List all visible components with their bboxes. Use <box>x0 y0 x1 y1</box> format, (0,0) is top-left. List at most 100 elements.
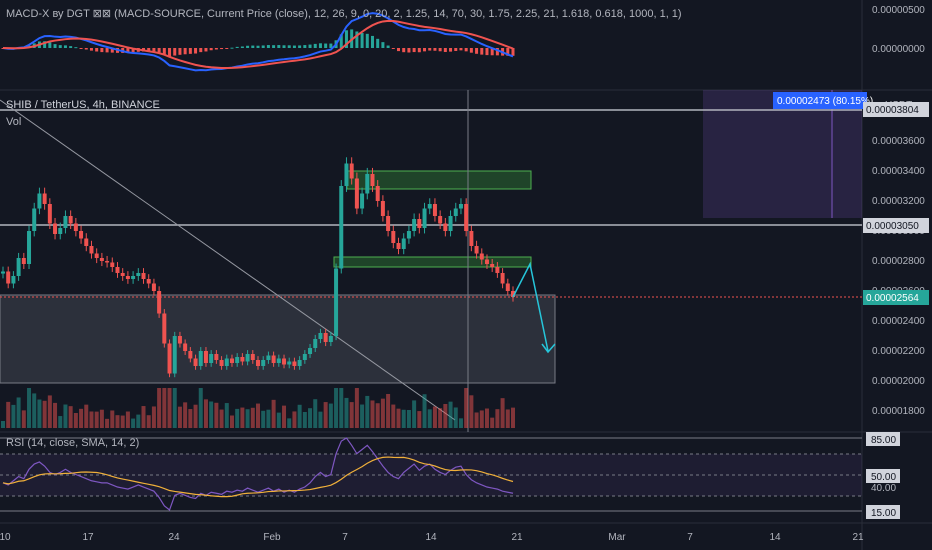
candle-body[interactable] <box>89 246 93 254</box>
candle-body[interactable] <box>464 204 468 231</box>
candle-body[interactable] <box>485 260 489 265</box>
candle-body[interactable] <box>100 258 104 261</box>
candle-body[interactable] <box>43 194 47 205</box>
candle-body[interactable] <box>376 186 380 201</box>
candle-body[interactable] <box>506 284 510 292</box>
candle-body[interactable] <box>194 359 198 367</box>
candle-body[interactable] <box>58 228 62 234</box>
candle-body[interactable] <box>251 354 255 360</box>
candle-body[interactable] <box>37 194 41 209</box>
candle-body[interactable] <box>225 359 229 367</box>
candle-body[interactable] <box>469 231 473 246</box>
candle-body[interactable] <box>157 291 161 314</box>
candle-body[interactable] <box>397 243 401 249</box>
candle-body[interactable] <box>501 273 505 284</box>
candle-body[interactable] <box>53 224 57 235</box>
candle-body[interactable] <box>417 219 421 228</box>
candle-body[interactable] <box>27 231 31 264</box>
candle-body[interactable] <box>74 224 78 232</box>
candle-body[interactable] <box>490 264 494 267</box>
candle-body[interactable] <box>110 263 114 268</box>
candle-body[interactable] <box>365 174 369 194</box>
lower-consolidation-zone[interactable] <box>334 257 531 267</box>
candle-body[interactable] <box>292 362 296 367</box>
candle-body[interactable] <box>199 351 203 366</box>
candle-body[interactable] <box>355 179 359 209</box>
candle-body[interactable] <box>428 204 432 209</box>
candle-body[interactable] <box>147 279 151 284</box>
candle-body[interactable] <box>313 339 317 348</box>
candle-body[interactable] <box>183 344 187 352</box>
candle-body[interactable] <box>95 254 99 259</box>
candle-body[interactable] <box>480 254 484 260</box>
candle-body[interactable] <box>423 209 427 229</box>
candle-body[interactable] <box>339 186 343 269</box>
candle-body[interactable] <box>69 216 73 224</box>
candle-body[interactable] <box>350 164 354 179</box>
candle-body[interactable] <box>266 356 270 361</box>
candle-body[interactable] <box>6 272 10 284</box>
time-axis[interactable]: 10 17 24 Feb 7 14 21 Mar 7 14 21 <box>0 532 864 543</box>
candle-body[interactable] <box>282 359 286 365</box>
candle-body[interactable] <box>261 360 265 366</box>
candle-body[interactable] <box>240 357 244 362</box>
candle-body[interactable] <box>204 351 208 363</box>
candle-body[interactable] <box>303 354 307 360</box>
candle-body[interactable] <box>115 267 119 273</box>
candle-body[interactable] <box>412 219 416 231</box>
candle-body[interactable] <box>360 194 364 209</box>
macd-pane[interactable] <box>2 13 515 70</box>
price-axis[interactable]: 0.000036000.000034000.000032000.00003000… <box>872 136 925 417</box>
candle-body[interactable] <box>287 362 291 365</box>
candle-body[interactable] <box>178 336 182 344</box>
candle-body[interactable] <box>298 360 302 366</box>
candle-body[interactable] <box>454 209 458 217</box>
candle-body[interactable] <box>334 269 338 337</box>
candle-body[interactable] <box>230 359 234 364</box>
candle-body[interactable] <box>142 273 146 279</box>
candle-body[interactable] <box>402 239 406 250</box>
candle-body[interactable] <box>209 354 213 363</box>
candle-body[interactable] <box>11 276 15 284</box>
candle-body[interactable] <box>475 246 479 254</box>
candle-body[interactable] <box>438 216 442 224</box>
candle-body[interactable] <box>449 216 453 231</box>
candle-body[interactable] <box>32 209 36 232</box>
candle-body[interactable] <box>370 174 374 186</box>
candle-body[interactable] <box>17 258 21 276</box>
candle-body[interactable] <box>235 357 239 363</box>
candle-body[interactable] <box>220 360 224 366</box>
candle-body[interactable] <box>173 336 177 374</box>
candle-body[interactable] <box>246 354 250 362</box>
candle-body[interactable] <box>381 201 385 216</box>
candle-body[interactable] <box>131 276 135 279</box>
support-zone[interactable] <box>0 295 555 383</box>
candle-body[interactable] <box>272 356 276 364</box>
upper-consolidation-zone[interactable] <box>347 171 531 189</box>
candle-body[interactable] <box>162 314 166 344</box>
candle-body[interactable] <box>1 272 5 274</box>
candle-body[interactable] <box>136 273 140 276</box>
target-box[interactable] <box>703 90 862 218</box>
candle-body[interactable] <box>121 273 125 276</box>
candle-body[interactable] <box>386 216 390 231</box>
candle-body[interactable] <box>105 261 109 263</box>
candle-body[interactable] <box>214 354 218 360</box>
candle-body[interactable] <box>152 284 156 292</box>
candle-body[interactable] <box>433 204 437 216</box>
candle-body[interactable] <box>256 360 260 366</box>
candle-body[interactable] <box>22 258 26 264</box>
candle-body[interactable] <box>308 348 312 354</box>
candle-body[interactable] <box>168 344 172 374</box>
candle-body[interactable] <box>126 276 130 279</box>
candle-body[interactable] <box>324 333 328 342</box>
candle-body[interactable] <box>459 204 463 209</box>
candle-body[interactable] <box>188 351 192 359</box>
candle-body[interactable] <box>318 333 322 339</box>
candle-body[interactable] <box>48 204 52 224</box>
candle-body[interactable] <box>329 336 333 342</box>
candle-body[interactable] <box>443 224 447 232</box>
candle-body[interactable] <box>407 231 411 239</box>
candle-body[interactable] <box>79 231 83 239</box>
